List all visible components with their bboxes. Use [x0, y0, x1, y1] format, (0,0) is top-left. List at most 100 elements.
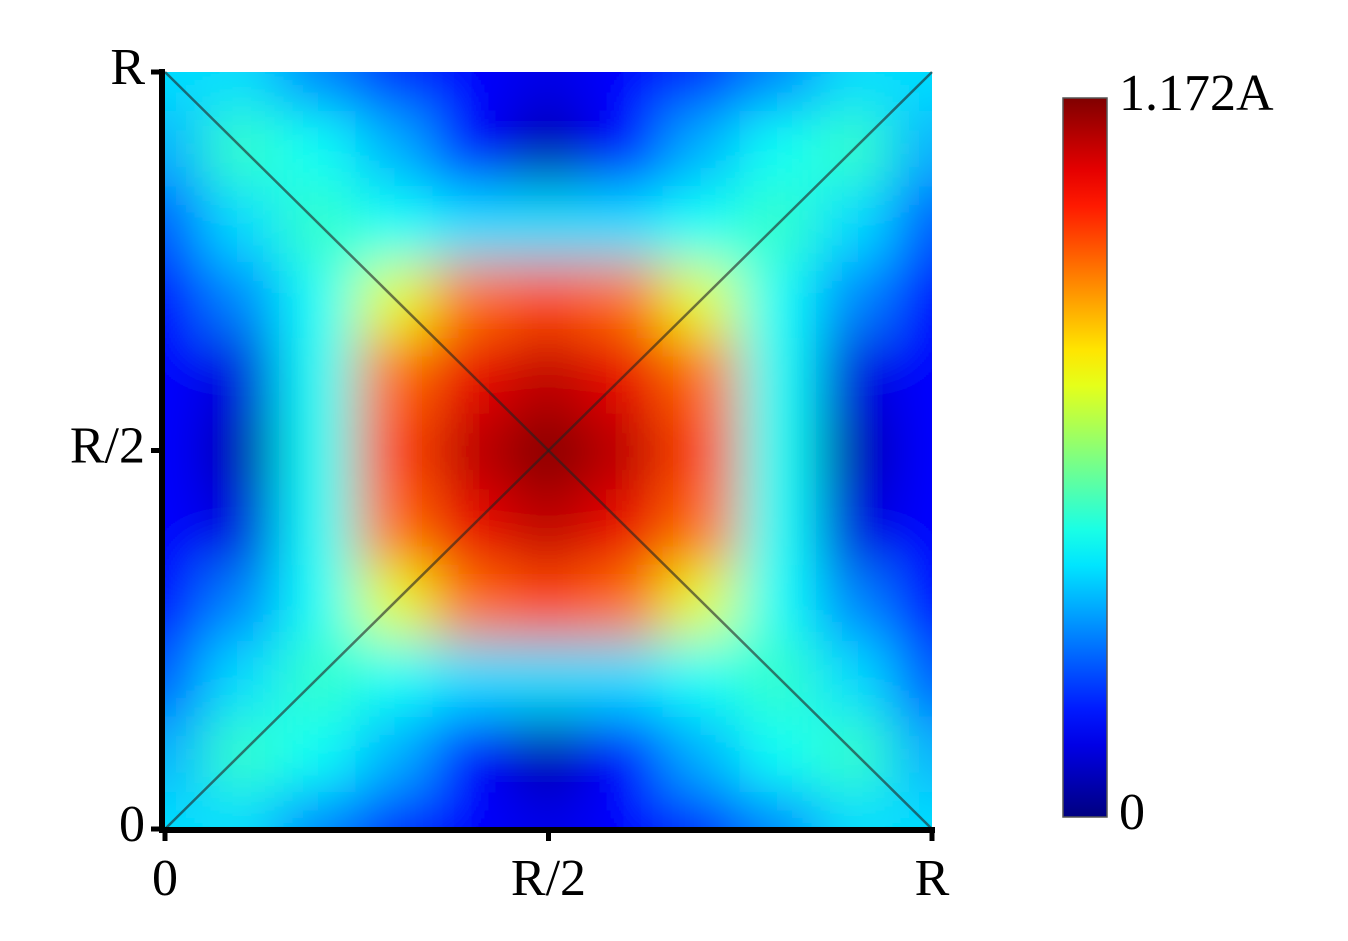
heatmap-cell	[202, 790, 282, 829]
x-tick-label: R	[915, 850, 950, 907]
heatmap-cell	[662, 487, 742, 566]
colorbar-tick-label: 1.172A	[1119, 65, 1274, 122]
heatmap-cell	[815, 72, 895, 111]
heatmap-cell	[165, 335, 205, 414]
heatmap-cell	[432, 714, 512, 793]
heatmap-cell	[202, 563, 282, 641]
heatmap-cell	[509, 108, 588, 187]
heatmap-cell	[432, 72, 512, 111]
heatmap-cell	[815, 184, 895, 263]
heatmap-cell	[355, 335, 435, 414]
heatmap-cell	[432, 184, 512, 263]
heatmap-cell	[279, 72, 358, 111]
heatmap-cell	[739, 335, 818, 414]
colorbar-tick-label: 0	[1119, 784, 1145, 841]
heatmap-cell	[165, 411, 205, 490]
heatmap-cell	[355, 487, 435, 566]
heatmap-cell	[662, 335, 742, 414]
heatmap-cell	[165, 714, 205, 793]
heatmap-cell	[279, 714, 358, 793]
heatmap-cell	[585, 790, 665, 829]
diagonal	[164, 71, 933, 830]
heatmap-cell	[662, 108, 742, 187]
heatmap-cell	[202, 260, 282, 338]
heatmap-cell	[739, 411, 818, 490]
heatmap-cell	[739, 790, 818, 829]
heatmap-cell	[509, 790, 588, 829]
heatmap-cell	[509, 487, 588, 566]
heatmap-cell	[355, 638, 435, 717]
heatmap-cell	[279, 335, 358, 414]
heatmap-cell	[739, 714, 818, 793]
heatmap-cell	[509, 563, 588, 641]
heatmap-cell	[585, 714, 665, 793]
heatmap-cell	[815, 638, 895, 717]
heatmap-cell	[892, 108, 932, 187]
heatmap-cell	[509, 335, 588, 414]
heatmap-cell	[662, 72, 742, 111]
heatmap-cell	[585, 411, 665, 490]
x-tick-label: R/2	[511, 850, 586, 907]
heatmap-cell	[892, 184, 932, 263]
heatmap-cell	[585, 260, 665, 338]
heatmap-cell	[585, 108, 665, 187]
heatmap-cell	[892, 260, 932, 338]
heatmap-cell	[739, 72, 818, 111]
overlay: 0 R/2 R 0 R/2 R 0 1.172A	[70, 39, 1274, 907]
heatmap-cell	[432, 411, 512, 490]
heatmap-cell	[355, 72, 435, 111]
heatmap-cell	[585, 72, 665, 111]
colorbar	[1062, 97, 1108, 818]
heatmap-cell	[815, 260, 895, 338]
heatmap-cell	[892, 487, 932, 566]
heatmap-cell	[202, 184, 282, 263]
heatmap-cell	[892, 714, 932, 793]
y-tick-label: 0	[119, 796, 145, 853]
heatmap-cell	[509, 260, 588, 338]
heatmap-cell	[202, 638, 282, 717]
heatmap-cell	[509, 72, 588, 111]
heatmap-cell	[509, 714, 588, 793]
heatmap-cell	[815, 790, 895, 829]
heatmap-cell	[355, 108, 435, 187]
heatmap-cell	[165, 260, 205, 338]
heatmap-cell	[279, 563, 358, 641]
heatmap-cell	[815, 335, 895, 414]
heatmap-cell	[815, 411, 895, 490]
heatmap-cell	[662, 411, 742, 490]
heatmap-cell	[662, 184, 742, 263]
heatmap-area	[165, 72, 932, 829]
heatmap-cell	[739, 108, 818, 187]
heatmap-cell	[355, 714, 435, 793]
heatmap-cell	[165, 184, 205, 263]
heatmap-cell	[739, 563, 818, 641]
x-tick-label: 0	[152, 850, 178, 907]
heatmap-cell	[662, 638, 742, 717]
heatmap-cell	[279, 108, 358, 187]
heatmap-cell	[355, 184, 435, 263]
heatmap-cell	[585, 638, 665, 717]
heatmap-cell	[279, 790, 358, 829]
heatmap-cell	[432, 563, 512, 641]
heatmap-cell	[815, 563, 895, 641]
heatmap-cell	[585, 563, 665, 641]
heatmap-cell	[432, 638, 512, 717]
heatmap-cell	[355, 411, 435, 490]
heatmap-cell	[355, 790, 435, 829]
heatmap-cell	[585, 184, 665, 263]
heatmap-cell	[202, 72, 282, 111]
heatmap-cell	[432, 260, 512, 338]
y-tick-label: R/2	[70, 417, 145, 474]
heatmap-cell	[279, 411, 358, 490]
heatmap-cell	[165, 108, 205, 187]
heatmap-cell	[202, 411, 282, 490]
heatmap-cell	[509, 638, 588, 717]
heatmap-cell	[279, 487, 358, 566]
heatmap-cell	[892, 335, 932, 414]
heatmap-cell	[165, 487, 205, 566]
heatmap-cell	[165, 563, 205, 641]
heatmap-cell	[739, 260, 818, 338]
heatmap-cell	[815, 487, 895, 566]
y-tick-label: R	[110, 39, 145, 96]
heatmap-cell	[892, 411, 932, 490]
